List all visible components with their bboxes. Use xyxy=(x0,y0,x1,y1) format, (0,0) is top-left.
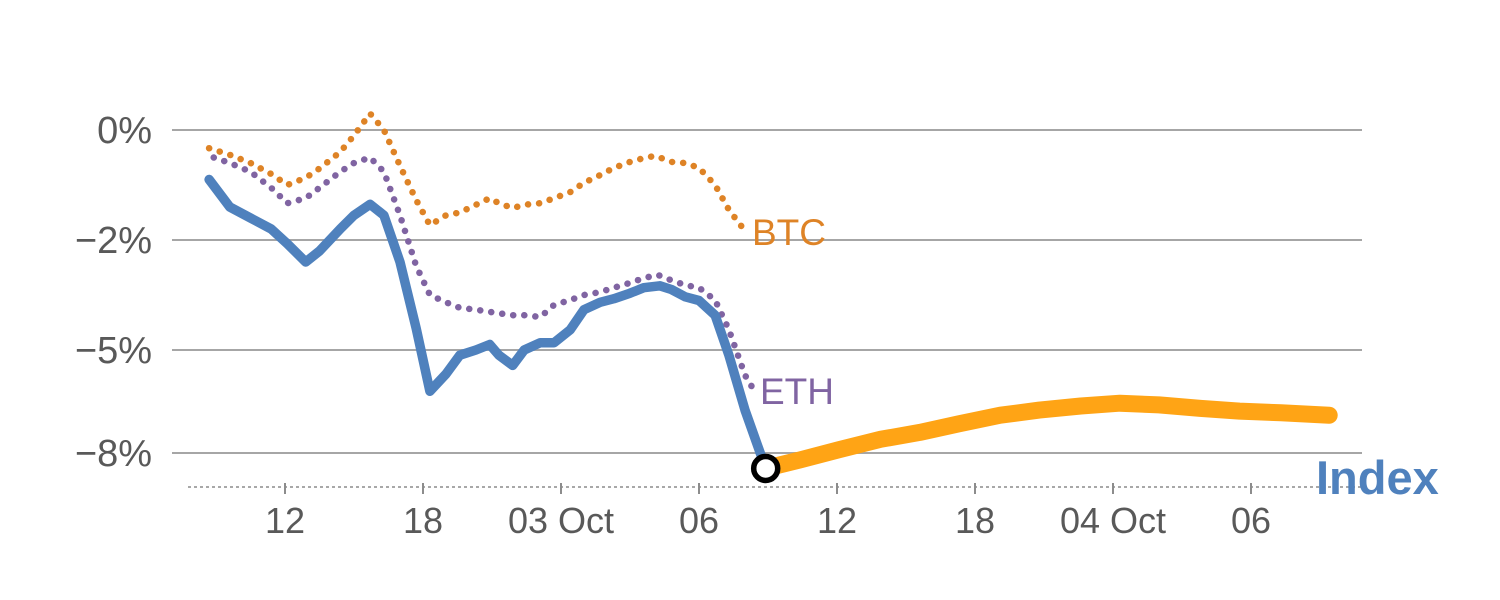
x-axis-tick-label: 12 xyxy=(265,500,305,541)
series-line-index-continuation- xyxy=(757,394,1338,477)
x-axis-tick-label: 03 Oct xyxy=(508,500,614,541)
eth-series-label: ETH xyxy=(760,371,834,412)
y-axis-tick-label: 0% xyxy=(97,110,152,152)
x-axis-tick-label: 18 xyxy=(955,500,995,541)
x-axis-tick-label: 06 xyxy=(1231,500,1271,541)
y-axis-tick-label: −5% xyxy=(75,330,152,372)
btc-series-label: BTC xyxy=(752,212,826,253)
series-line-index xyxy=(204,174,771,474)
index-current-point-marker xyxy=(750,453,781,484)
series-line-btc xyxy=(205,110,746,232)
x-axis-tick-label: 06 xyxy=(679,500,719,541)
y-axis-tick-label: −8% xyxy=(75,433,152,475)
index-series-label: Index xyxy=(1316,451,1439,504)
x-axis-tick-label: 18 xyxy=(403,500,443,541)
series-line-eth xyxy=(210,154,760,398)
x-axis-tick-label: 12 xyxy=(817,500,857,541)
y-axis-tick-label: −2% xyxy=(75,220,152,262)
x-axis-tick-label: 04 Oct xyxy=(1060,500,1166,541)
